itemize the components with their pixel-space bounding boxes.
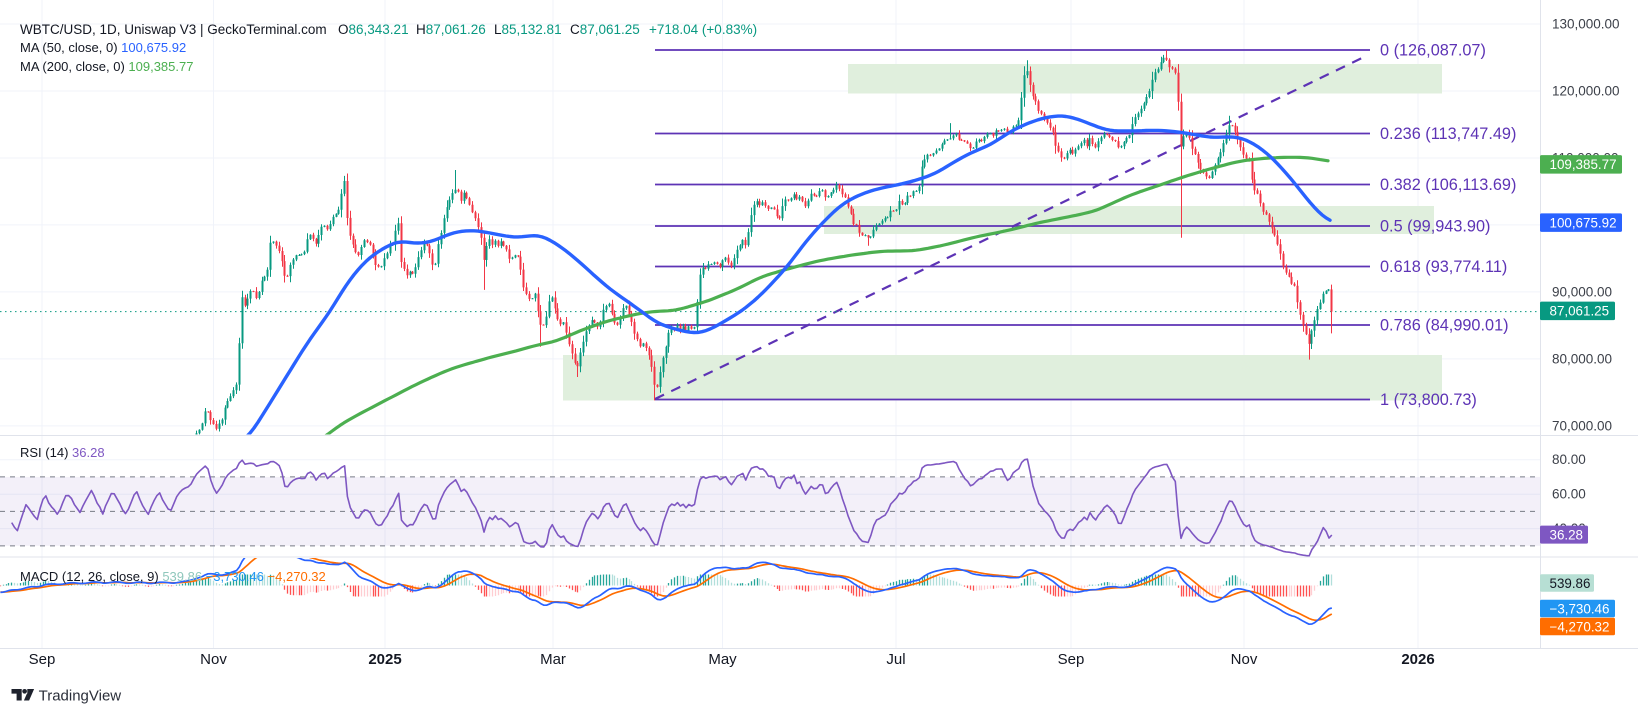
- svg-text:100,675.92: 100,675.92: [1550, 216, 1617, 231]
- svg-text:MA (200, close, 0) 109,385.77: MA (200, close, 0) 109,385.77: [20, 59, 193, 74]
- svg-text:Jul: Jul: [886, 651, 905, 668]
- svg-text:Nov: Nov: [200, 651, 227, 668]
- svg-text:2026: 2026: [1401, 651, 1434, 668]
- svg-text:Mar: Mar: [540, 651, 566, 668]
- svg-text:MA (50, close, 0) 100,675.92: MA (50, close, 0) 100,675.92: [20, 40, 186, 55]
- svg-text:0.618 (93,774.11): 0.618 (93,774.11): [1380, 258, 1507, 276]
- svg-text:0.5 (99,943.90): 0.5 (99,943.90): [1380, 218, 1490, 236]
- svg-text:2025: 2025: [368, 651, 401, 668]
- svg-text:May: May: [708, 651, 737, 668]
- svg-text:0.382 (106,113.69): 0.382 (106,113.69): [1380, 176, 1516, 194]
- svg-text:TradingView: TradingView: [39, 688, 122, 705]
- svg-text:−4,270.32: −4,270.32: [1550, 619, 1610, 634]
- svg-text:109,385.77: 109,385.77: [1550, 157, 1617, 172]
- svg-text:MACD (12, 26, close, 9) 539.8: MACD (12, 26, close, 9) 539.86 −3,730.46…: [20, 569, 326, 584]
- svg-text:+718.04 (+0.83%): +718.04 (+0.83%): [649, 22, 757, 37]
- svg-text:Sep: Sep: [1058, 651, 1085, 668]
- svg-text:O86,343.21: O86,343.21: [338, 22, 409, 37]
- svg-text:130,000.00: 130,000.00: [1552, 17, 1620, 32]
- svg-text:RSI (14) 36.28: RSI (14) 36.28: [20, 445, 105, 460]
- svg-text:H87,061.26: H87,061.26: [416, 22, 486, 37]
- svg-text:0.236 (113,747.49): 0.236 (113,747.49): [1380, 125, 1516, 143]
- svg-text:−3,730.46: −3,730.46: [1550, 601, 1610, 616]
- svg-text:0 (126,087.07): 0 (126,087.07): [1380, 42, 1486, 60]
- svg-text:80.00: 80.00: [1552, 452, 1586, 467]
- svg-text:80,000.00: 80,000.00: [1552, 351, 1612, 366]
- svg-text:L85,132.81: L85,132.81: [494, 22, 562, 37]
- svg-text:87,061.25: 87,061.25: [1550, 304, 1610, 319]
- svg-text:Sep: Sep: [29, 651, 56, 668]
- svg-text:C87,061.25: C87,061.25: [570, 22, 640, 37]
- svg-text:539.86: 539.86: [1550, 576, 1591, 591]
- svg-text:70,000.00: 70,000.00: [1552, 418, 1612, 433]
- svg-text:0.786 (84,990.01): 0.786 (84,990.01): [1380, 317, 1509, 335]
- svg-text:36.28: 36.28: [1550, 527, 1584, 542]
- svg-text:60.00: 60.00: [1552, 487, 1586, 502]
- svg-text:WBTC/USD, 1D, Uniswap V3 | Gec: WBTC/USD, 1D, Uniswap V3 | GeckoTerminal…: [20, 22, 327, 37]
- svg-text:1 (73,800.73): 1 (73,800.73): [1380, 391, 1477, 409]
- svg-text:90,000.00: 90,000.00: [1552, 284, 1612, 299]
- svg-text:Nov: Nov: [1231, 651, 1258, 668]
- svg-text:120,000.00: 120,000.00: [1552, 84, 1620, 99]
